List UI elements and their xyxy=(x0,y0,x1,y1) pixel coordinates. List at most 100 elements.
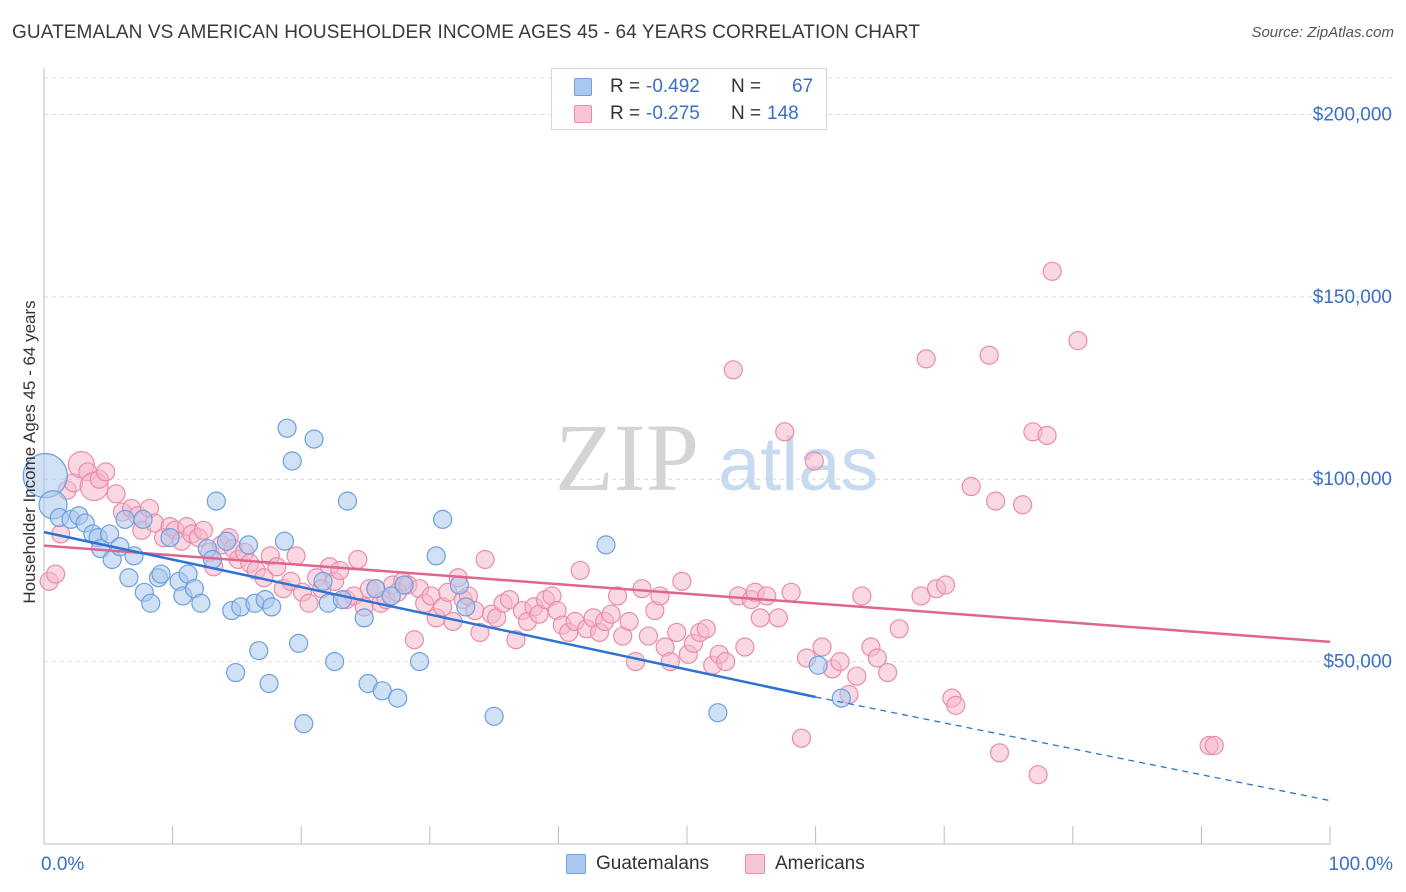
point-guatemalans xyxy=(394,575,414,595)
point-americans xyxy=(475,549,495,570)
point-guatemalans xyxy=(277,418,297,438)
point-americans xyxy=(889,619,909,639)
point-americans xyxy=(470,622,490,643)
trendline-americans xyxy=(43,544,1331,644)
point-americans xyxy=(979,345,999,365)
point-guatemalans xyxy=(115,509,135,529)
point-americans xyxy=(506,630,526,650)
point-americans xyxy=(961,476,981,497)
legend-swatch-blue xyxy=(574,78,592,96)
point-guatemalans xyxy=(409,652,430,672)
point-americans xyxy=(867,648,887,668)
chart-source: Source: ZipAtlas.com xyxy=(1251,24,1394,41)
point-americans xyxy=(667,622,687,643)
point-americans xyxy=(1013,495,1033,515)
point-americans xyxy=(267,557,287,577)
series-guatemalans xyxy=(22,418,851,734)
point-americans xyxy=(775,422,795,442)
point-americans xyxy=(570,560,590,581)
point-guatemalans xyxy=(831,688,851,708)
legend-n-value: 67 xyxy=(792,76,814,97)
bottom-legend-label: Guatemalans xyxy=(596,853,710,874)
point-americans xyxy=(715,652,736,672)
point-americans xyxy=(1042,261,1062,281)
point-americans xyxy=(193,520,214,540)
legend-r-value: -0.275 xyxy=(646,103,700,124)
point-guatemalans xyxy=(484,706,504,726)
point-americans xyxy=(946,695,966,715)
point-americans xyxy=(299,593,319,613)
point-guatemalans xyxy=(304,429,324,449)
point-americans xyxy=(935,575,956,595)
point-guatemalans xyxy=(274,531,295,551)
trend-lines xyxy=(43,530,1331,802)
point-americans xyxy=(1068,331,1088,351)
point-guatemalans xyxy=(191,593,211,613)
point-americans xyxy=(348,549,368,570)
point-guatemalans xyxy=(808,655,828,675)
point-americans xyxy=(852,586,872,606)
point-americans xyxy=(791,728,812,748)
watermark: ZIP atlas xyxy=(555,404,879,511)
point-guatemalans xyxy=(708,703,728,723)
point-guatemalans xyxy=(388,688,408,708)
point-americans xyxy=(632,579,652,599)
point-americans xyxy=(781,582,801,602)
point-guatemalans xyxy=(289,633,309,653)
chart-title: GUATEMALAN VS AMERICAN HOUSEHOLDER INCOM… xyxy=(12,22,921,43)
point-americans xyxy=(96,462,116,482)
legend-n-value: 148 xyxy=(767,103,799,124)
point-americans xyxy=(750,608,770,628)
point-americans xyxy=(812,637,832,657)
trendline-guatemalans-extension xyxy=(815,696,1331,802)
point-americans xyxy=(650,586,670,606)
point-americans xyxy=(723,360,743,380)
point-guatemalans xyxy=(238,535,259,555)
point-guatemalans xyxy=(313,571,333,591)
y-tick-label: $50,000 xyxy=(1323,652,1392,673)
y-tick-label: $200,000 xyxy=(1313,104,1392,125)
point-guatemalans xyxy=(119,568,139,588)
trendline-guatemalans xyxy=(43,530,816,699)
tick-labels: $50,000 $100,000 $150,000 $200,000 0.0% 100.0… xyxy=(41,104,1393,875)
point-guatemalans xyxy=(259,673,279,694)
point-americans xyxy=(45,564,66,584)
point-guatemalans xyxy=(325,652,345,672)
point-americans xyxy=(989,743,1010,763)
legend-n-label: N = xyxy=(731,76,762,97)
point-americans xyxy=(607,586,628,606)
point-guatemalans xyxy=(206,491,226,511)
x-tick-label-min: 0.0% xyxy=(41,854,84,875)
legend-swatch-pink xyxy=(574,105,592,123)
point-americans xyxy=(601,604,621,624)
point-americans xyxy=(768,608,788,628)
point-guatemalans xyxy=(262,597,282,617)
point-americans xyxy=(1028,765,1048,785)
point-americans xyxy=(672,571,692,591)
legend-n-label: N = xyxy=(731,103,762,124)
point-guatemalans xyxy=(133,509,153,529)
point-guatemalans xyxy=(217,531,237,551)
bottom-legend-swatch-blue xyxy=(566,854,586,874)
point-americans xyxy=(804,451,824,471)
point-americans xyxy=(330,560,350,581)
point-guatemalans xyxy=(151,564,171,584)
point-guatemalans xyxy=(99,524,120,544)
point-guatemalans xyxy=(249,641,269,661)
point-guatemalans xyxy=(294,714,314,734)
point-guatemalans xyxy=(426,546,446,566)
bottom-legend-label: Americans xyxy=(775,853,865,874)
point-americans xyxy=(830,652,850,672)
point-americans xyxy=(106,484,126,504)
point-americans xyxy=(757,586,777,606)
point-guatemalans xyxy=(366,579,386,599)
point-americans xyxy=(286,546,306,566)
point-americans xyxy=(916,349,936,369)
point-americans xyxy=(1204,735,1224,756)
point-americans xyxy=(735,637,755,657)
x-tick-label-max: 100.0% xyxy=(1329,854,1394,875)
point-americans xyxy=(619,611,639,632)
point-guatemalans xyxy=(372,681,392,701)
point-guatemalans xyxy=(456,597,476,617)
point-guatemalans xyxy=(433,509,453,529)
